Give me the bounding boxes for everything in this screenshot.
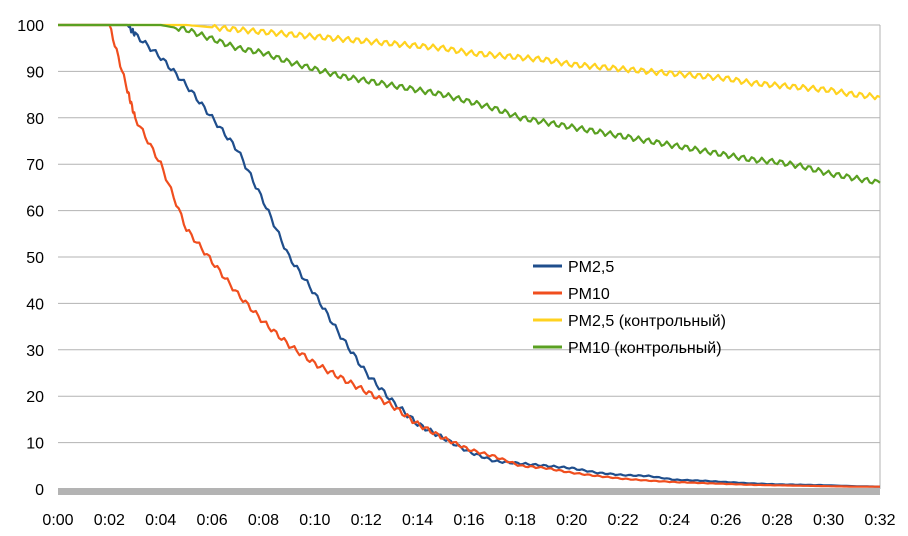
y-tick-label: 60 [26, 204, 44, 221]
x-axis-bar [58, 488, 880, 495]
y-tick-label: 70 [26, 157, 44, 174]
series-line-pm10-1 [58, 23, 880, 488]
legend: PM2,5 PM10 PM2,5 (контрольный) PM10 (контро… [533, 259, 726, 357]
series-line-pm10-3 [58, 23, 881, 185]
x-tick-label: 0:14 [402, 512, 433, 529]
x-tick-label: 0:00 [42, 512, 73, 529]
x-tick-label: 0:22 [608, 512, 639, 529]
y-tick-label: 80 [26, 111, 44, 128]
x-tick-label: 0:32 [864, 512, 895, 529]
y-tick-label: 50 [26, 250, 44, 267]
x-tick-label: 0:04 [145, 512, 176, 529]
x-tick-label: 0:24 [659, 512, 690, 529]
series-lines [58, 23, 881, 488]
x-tick-label: 0:10 [299, 512, 330, 529]
x-tick-label: 0:08 [248, 512, 279, 529]
y-tick-label: 40 [26, 296, 44, 313]
x-tick-label: 0:18 [505, 512, 536, 529]
x-tick-label: 0:02 [94, 512, 125, 529]
x-tick-label: 0:26 [710, 512, 741, 529]
x-tick-label: 0:12 [351, 512, 382, 529]
x-axis-ticks: 0:00 0:02 0:04 0:06 0:08 0:10 0:12 0:14 0:16 0:18… [42, 512, 895, 529]
x-tick-label: 0:06 [197, 512, 228, 529]
y-tick-label: 20 [26, 389, 44, 406]
y-tick-label: 30 [26, 343, 44, 360]
y-tick-label: 100 [17, 18, 44, 35]
x-tick-label: 0:20 [556, 512, 587, 529]
series-line-pm2-5-2 [58, 23, 881, 101]
gridlines [58, 24, 881, 489]
legend-label: PM2,5 (контрольный) [568, 313, 726, 330]
y-axis-ticks: 0 10 20 30 40 50 60 70 80 90 100 [17, 18, 44, 499]
y-tick-label: 10 [26, 436, 44, 453]
x-tick-label: 0:30 [813, 512, 844, 529]
legend-label: PM2,5 [568, 259, 614, 276]
legend-label: PM10 [568, 286, 610, 303]
y-tick-label: 0 [35, 482, 44, 499]
legend-label: PM10 (контрольный) [568, 340, 722, 357]
x-tick-label: 0:28 [762, 512, 793, 529]
y-tick-label: 90 [26, 64, 44, 81]
x-tick-label: 0:16 [453, 512, 484, 529]
